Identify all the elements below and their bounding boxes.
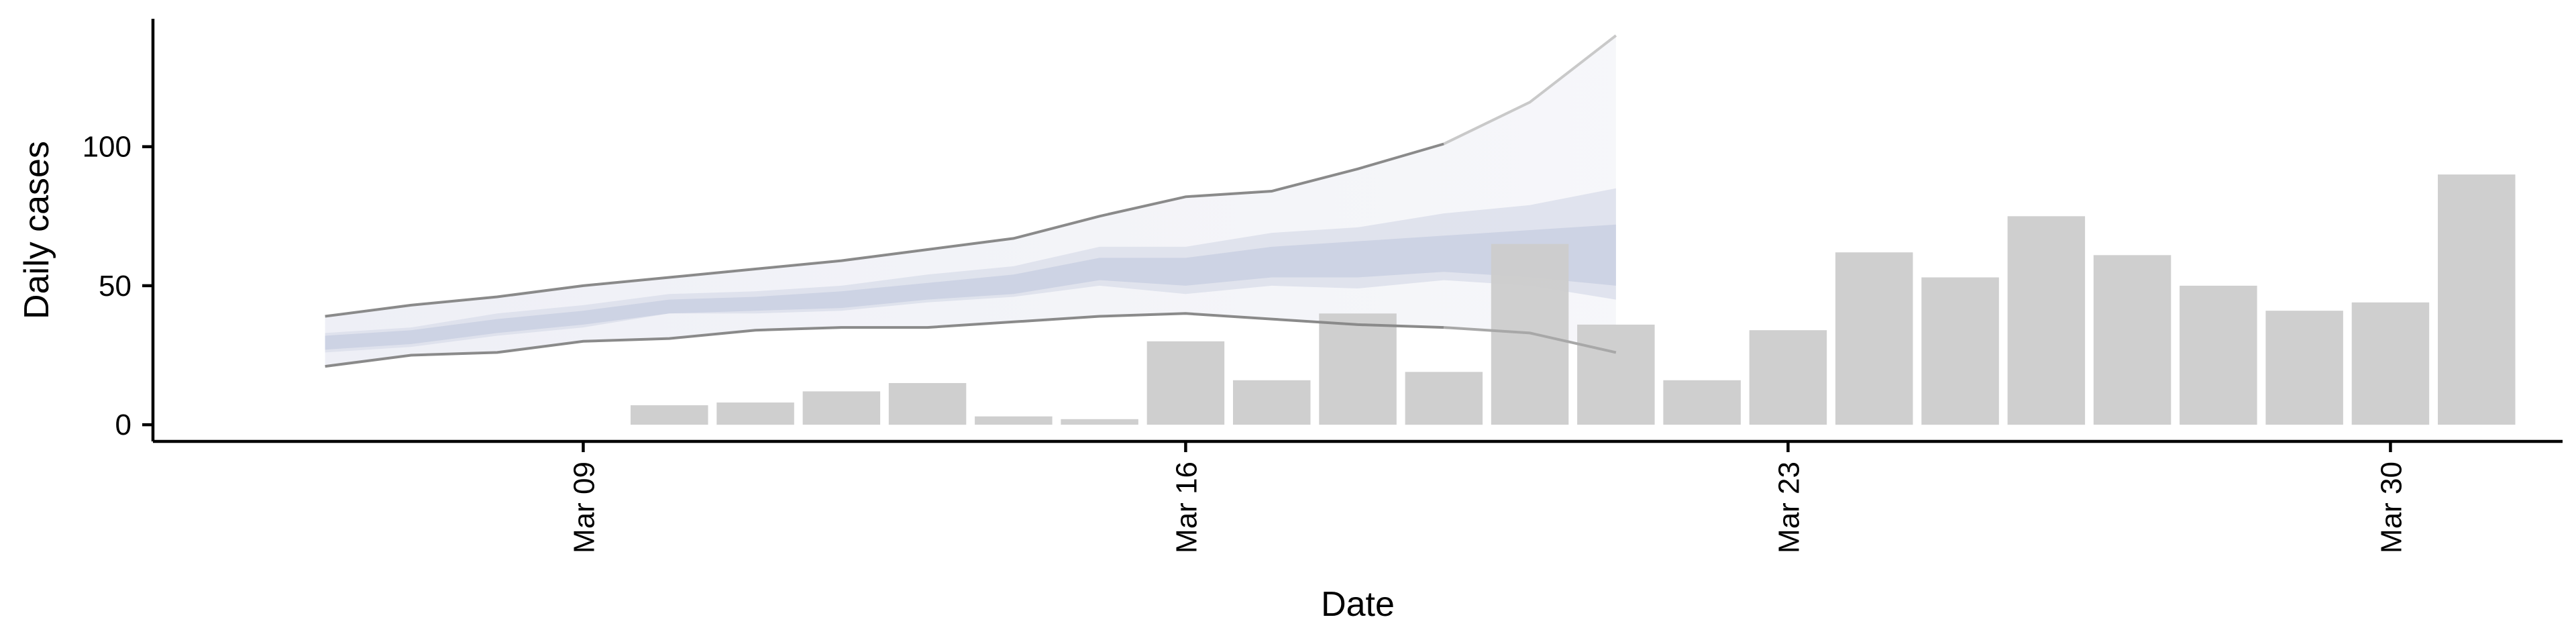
bar: [2180, 285, 2257, 425]
y-tick-label: 50: [99, 270, 131, 303]
bars-group: [631, 174, 2516, 425]
y-tick-label: 0: [115, 409, 131, 441]
x-tick-label: Mar 16: [1170, 462, 1203, 553]
bar: [2351, 302, 2430, 425]
y-axis-title: Daily cases: [17, 141, 56, 319]
lower-bound-line-tail: [1444, 326, 1617, 354]
bar: [1319, 313, 1397, 425]
ticks-group: 0 50 100 Mar 09 Mar 16 Mar 23 Mar 30: [83, 131, 2408, 553]
bar: [1405, 372, 1483, 425]
bar: [1061, 419, 1138, 425]
bar: [2265, 311, 2343, 425]
upper-bound-line: [325, 142, 1444, 318]
bar: [888, 383, 967, 425]
bar: [1663, 380, 1741, 425]
bar: [1577, 324, 1655, 425]
bar: [2093, 255, 2171, 425]
bar: [1233, 380, 1311, 425]
bar: [716, 402, 794, 425]
x-axis-title: Date: [1321, 585, 1395, 624]
nowcast-bound-lines: [325, 34, 1617, 368]
bar: [2007, 216, 2086, 425]
bar: [975, 416, 1053, 425]
x-tick-label: Mar 30: [2375, 462, 2408, 553]
bar: [1749, 330, 1827, 425]
upper-bound-line-tail: [1443, 34, 1617, 146]
lower-bound-line: [325, 312, 1444, 368]
bar: [1146, 341, 1225, 425]
bar: [802, 391, 881, 425]
core-interval-band: [325, 224, 1616, 350]
x-tick-label: Mar 09: [568, 462, 600, 553]
x-tick-label: Mar 23: [1772, 462, 1805, 553]
nowcast-bands: [325, 35, 1616, 367]
bar: [1921, 277, 1999, 425]
bar: [2438, 174, 2516, 425]
y-tick-label: 100: [83, 131, 131, 164]
axes: [151, 19, 2563, 443]
bar: [1835, 252, 1913, 425]
bar: [631, 405, 708, 425]
